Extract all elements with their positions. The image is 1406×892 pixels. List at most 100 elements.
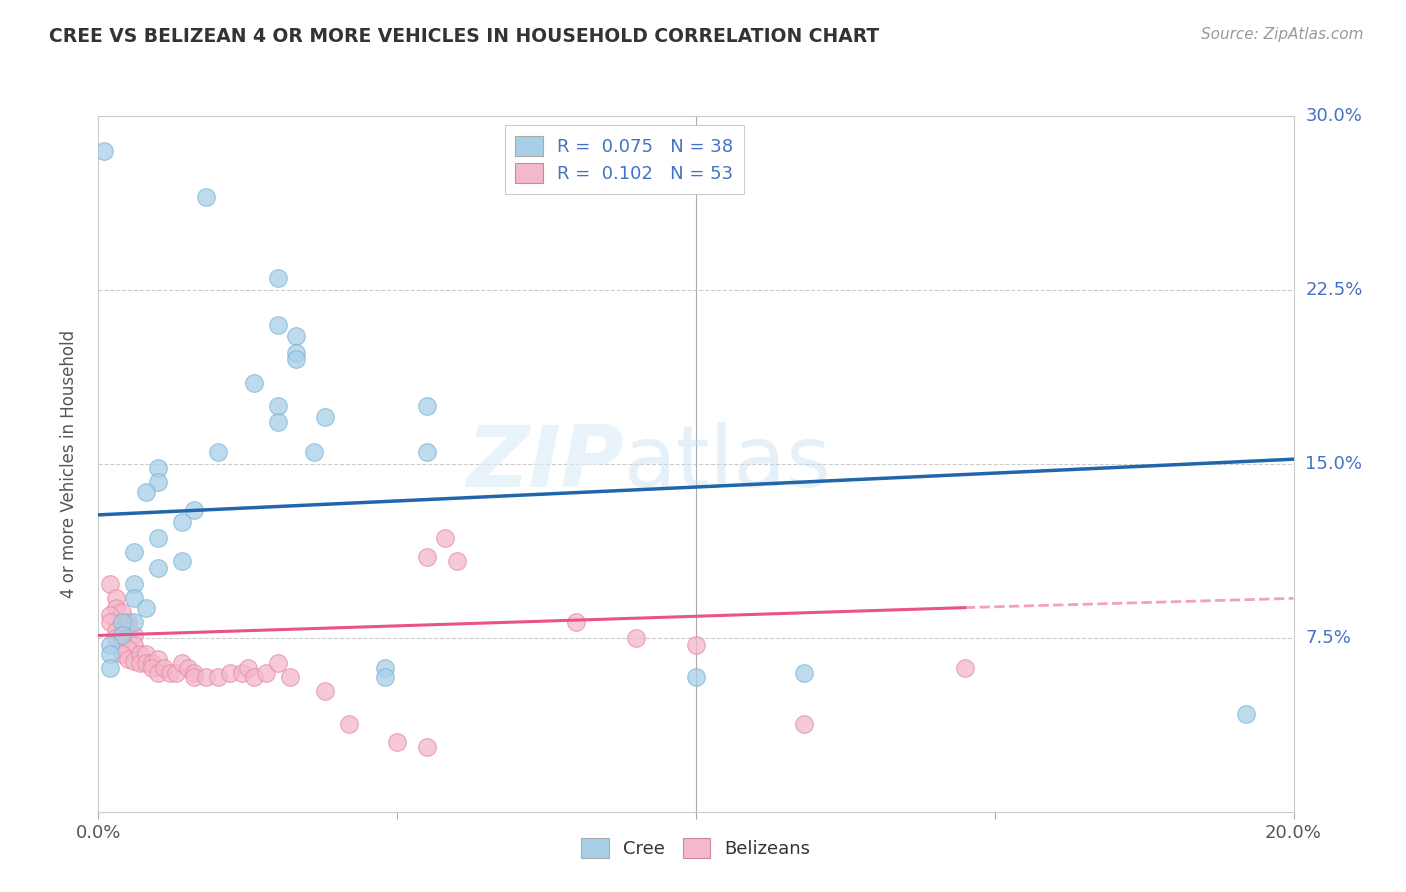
Point <box>111 605 134 619</box>
Point <box>207 445 229 459</box>
Point <box>434 531 457 545</box>
Point <box>267 415 290 429</box>
Point <box>111 628 134 642</box>
Point <box>129 657 152 671</box>
Point <box>416 739 439 754</box>
Point <box>98 615 122 629</box>
Point <box>124 628 146 642</box>
Point <box>93 144 115 158</box>
Point <box>267 318 290 332</box>
Point <box>565 615 588 629</box>
Point <box>374 670 396 684</box>
Point <box>194 670 218 684</box>
Point <box>135 657 157 671</box>
Point <box>129 647 152 661</box>
Point <box>267 657 290 671</box>
Point <box>105 631 128 645</box>
Point <box>267 399 290 413</box>
Point <box>183 665 205 680</box>
Point <box>302 445 325 459</box>
Point <box>172 657 194 671</box>
Point <box>124 577 146 591</box>
Text: atlas: atlas <box>624 422 832 506</box>
Point <box>194 190 218 204</box>
Point <box>315 410 337 425</box>
Point <box>148 651 170 665</box>
Point <box>793 716 815 731</box>
Y-axis label: 4 or more Vehicles in Household: 4 or more Vehicles in Household <box>59 330 77 598</box>
Point <box>183 670 205 684</box>
Point <box>111 633 134 648</box>
Text: 15.0%: 15.0% <box>1305 455 1362 473</box>
Point <box>254 665 277 680</box>
Point <box>793 665 815 680</box>
Point <box>148 531 170 545</box>
Point <box>135 647 157 661</box>
Legend: Cree, Belizeans: Cree, Belizeans <box>574 831 818 865</box>
Point <box>219 665 242 680</box>
Point <box>117 651 139 665</box>
Point <box>278 670 301 684</box>
Point <box>111 647 134 661</box>
Point <box>374 661 396 675</box>
Point <box>624 631 647 645</box>
Point <box>124 615 146 629</box>
Text: Source: ZipAtlas.com: Source: ZipAtlas.com <box>1201 27 1364 42</box>
Point <box>236 661 259 675</box>
Point <box>385 735 409 749</box>
Point <box>159 665 181 680</box>
Point <box>98 607 122 622</box>
Point <box>148 665 170 680</box>
Text: ZIP: ZIP <box>467 422 624 506</box>
Point <box>148 461 170 475</box>
Point <box>315 684 337 698</box>
Text: 7.5%: 7.5% <box>1305 629 1351 647</box>
Point <box>685 670 707 684</box>
Point <box>148 475 170 490</box>
Point <box>105 591 128 606</box>
Point <box>207 670 229 684</box>
Point <box>243 376 266 390</box>
Point <box>117 642 139 657</box>
Point <box>446 554 468 568</box>
Point <box>231 665 253 680</box>
Point <box>1234 707 1257 722</box>
Point <box>141 657 163 671</box>
Text: CREE VS BELIZEAN 4 OR MORE VEHICLES IN HOUSEHOLD CORRELATION CHART: CREE VS BELIZEAN 4 OR MORE VEHICLES IN H… <box>49 27 880 45</box>
Point <box>267 271 290 285</box>
Point <box>284 352 307 367</box>
Point <box>117 615 139 629</box>
Text: 30.0%: 30.0% <box>1305 107 1362 125</box>
Point <box>685 638 707 652</box>
Point <box>177 661 200 675</box>
Point <box>98 638 122 652</box>
Point <box>148 561 170 575</box>
Point <box>284 329 307 343</box>
Point <box>124 654 146 668</box>
Point <box>172 515 194 529</box>
Point <box>953 661 976 675</box>
Point <box>153 661 176 675</box>
Point <box>183 503 205 517</box>
Text: 22.5%: 22.5% <box>1305 281 1362 299</box>
Point <box>416 549 439 564</box>
Point <box>135 600 157 615</box>
Point <box>98 661 122 675</box>
Point <box>105 600 128 615</box>
Point <box>111 615 134 629</box>
Point <box>105 624 128 638</box>
Point <box>416 399 439 413</box>
Point <box>124 545 146 559</box>
Point <box>416 445 439 459</box>
Point <box>124 591 146 606</box>
Point <box>135 484 157 499</box>
Point <box>98 647 122 661</box>
Point <box>98 577 122 591</box>
Point <box>165 665 187 680</box>
Point <box>141 661 163 675</box>
Point <box>284 345 307 359</box>
Point <box>172 554 194 568</box>
Point <box>243 670 266 684</box>
Point <box>117 619 139 633</box>
Point <box>124 638 146 652</box>
